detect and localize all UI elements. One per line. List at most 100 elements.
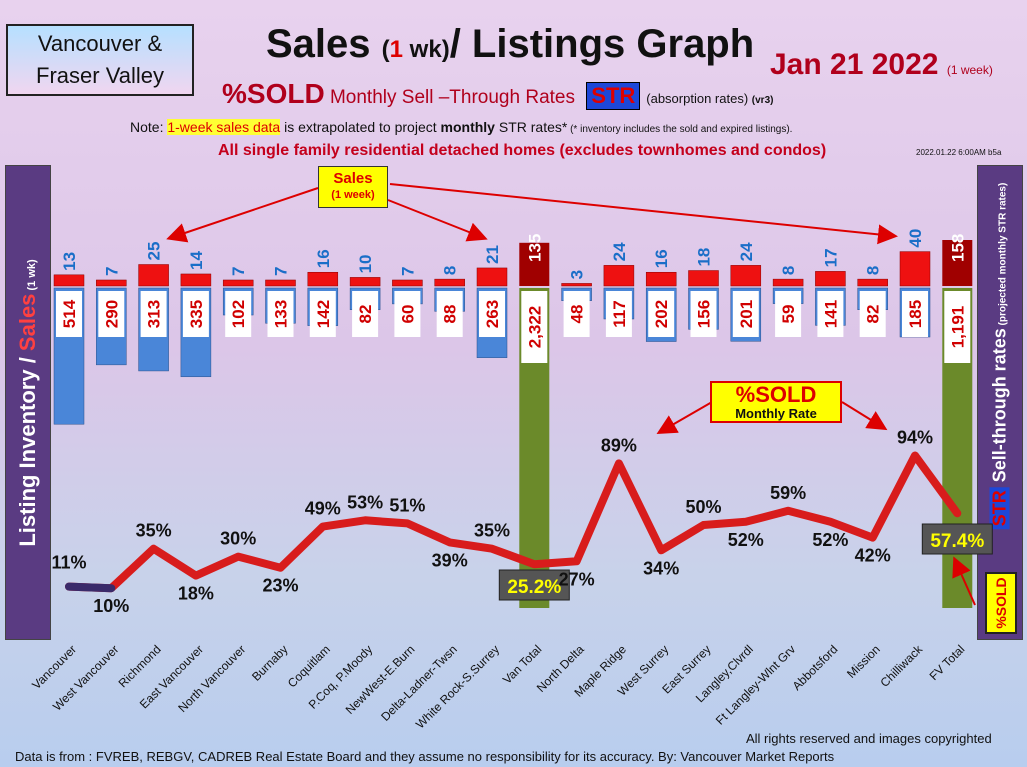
inventory-label-box: [944, 291, 971, 363]
note-monthly: monthly: [440, 119, 495, 135]
str-label: 94%: [897, 427, 933, 447]
sales-callout-b: (1 week): [331, 189, 375, 201]
inventory-label-box: [267, 291, 294, 337]
sold-callout-b: Monthly Rate: [735, 406, 817, 421]
category-label: White Rock-S.Surrey: [413, 642, 502, 731]
rights-note: All rights reserved and images copyright…: [746, 731, 992, 746]
str-label: 49%: [305, 499, 341, 519]
sales-bar: [603, 265, 635, 287]
str-label: 34%: [643, 558, 679, 578]
inventory-label: 1,191: [948, 306, 967, 349]
inventory-label: 201: [737, 300, 756, 328]
sales-bar: [688, 270, 719, 287]
str-total-box: [921, 523, 993, 555]
inventory-label: 142: [314, 300, 333, 328]
sales-label: 135: [525, 234, 544, 262]
category-label: Burnaby: [249, 642, 291, 684]
note-mid: is extrapolated to project: [280, 119, 441, 135]
inventory-label: 82: [864, 305, 883, 324]
inventory-label-box: [775, 291, 802, 337]
str-label: 10%: [93, 596, 129, 616]
inventory-label: 335: [187, 300, 206, 328]
date-text: Jan 21 2022: [770, 48, 939, 81]
page-title: Sales (1 wk)/ Listings Graph: [266, 22, 754, 67]
inventory-label-box: [859, 291, 886, 337]
sales-label: 14: [187, 251, 206, 270]
inventory-label: 88: [441, 305, 460, 324]
str-label: 18%: [178, 584, 214, 604]
sales-label: 21: [483, 245, 502, 264]
sales-label: 3: [568, 270, 587, 279]
sales-label: 24: [737, 242, 756, 261]
inventory-label-box: [817, 291, 844, 337]
version: (vr3): [751, 95, 774, 106]
sales-bar: [857, 278, 888, 287]
inventory-label: 313: [145, 300, 164, 328]
str-label: 59%: [770, 483, 806, 503]
inventory-label-box: [225, 291, 252, 337]
inventory-label: 263: [483, 300, 502, 328]
sales-label: 7: [102, 267, 121, 276]
str-line: [65, 451, 962, 593]
inventory-label: 48: [568, 305, 587, 324]
region-line2: Fraser Valley: [36, 63, 164, 88]
str-label: 11%: [51, 553, 86, 573]
callout-arrow: [389, 183, 898, 245]
str-label: 35%: [474, 521, 510, 541]
sales-bar: [138, 264, 169, 287]
note-prefix: Note:: [130, 119, 168, 135]
str-label: 23%: [262, 576, 298, 596]
str-label: 39%: [432, 550, 468, 570]
sales-label: 158: [948, 234, 967, 262]
sales-bar: [476, 267, 508, 287]
category-label: Chilliwack: [878, 642, 926, 690]
title-one: 1: [389, 36, 404, 63]
sold-tag: %SOLD: [985, 572, 1017, 634]
sales-bar: [730, 265, 762, 287]
inventory-label: 514: [60, 299, 79, 328]
str-label: 42%: [855, 546, 891, 566]
sales-label: 8: [441, 266, 460, 275]
sales-bar: [53, 274, 85, 287]
str-total-box: [498, 569, 570, 601]
source-note: Data is from : FVREB, REBGV, CADREB Real…: [15, 749, 835, 764]
inventory-label-box: [98, 291, 125, 337]
sales-bar: [392, 279, 423, 287]
total-sales-bar: [942, 240, 973, 286]
sales-label: 7: [229, 267, 248, 276]
category-label: FV Total: [927, 642, 968, 683]
inventory-label: 202: [652, 300, 671, 328]
callout-arrow: [952, 556, 976, 606]
sales-label: 16: [652, 249, 671, 268]
str-label: 35%: [136, 521, 172, 541]
callout-arrow: [841, 401, 888, 431]
inventory-label-box: [352, 291, 379, 337]
date-note: (1 week): [946, 63, 993, 77]
inventory-label: 156: [695, 300, 714, 328]
sales-bar: [899, 251, 931, 287]
inventory-label: 185: [906, 300, 925, 328]
total-sales-bar: [519, 242, 550, 286]
callout-arrow: [656, 401, 713, 434]
report-date: Jan 21 2022 (1 week): [770, 48, 993, 82]
sales-label: 16: [314, 249, 333, 268]
title-wk: wk): [403, 36, 450, 63]
sales-bar: [349, 277, 381, 287]
inventory-label: 59: [779, 305, 798, 324]
sales-callout: Sales (1 week): [318, 166, 388, 208]
sales-bar: [265, 279, 296, 287]
timestamp: 2022.01.22 6:00AM b5a: [916, 148, 1002, 157]
inventory-label: 141: [821, 300, 840, 328]
inventory-label: 290: [102, 300, 121, 328]
sold-callout: %SOLD Monthly Rate: [710, 381, 842, 423]
sales-label: 40: [906, 229, 925, 248]
sales-bar: [772, 278, 804, 287]
inventory-label-box: [605, 291, 632, 337]
sales-bar: [815, 271, 846, 287]
left-axis-panel: Listing Inventory / Sales (1 wk): [5, 165, 51, 640]
inventory-label-box: [182, 291, 209, 337]
sales-label: 10: [356, 254, 375, 273]
str-label: 53%: [347, 492, 383, 512]
inventory-label-box: [479, 291, 505, 337]
